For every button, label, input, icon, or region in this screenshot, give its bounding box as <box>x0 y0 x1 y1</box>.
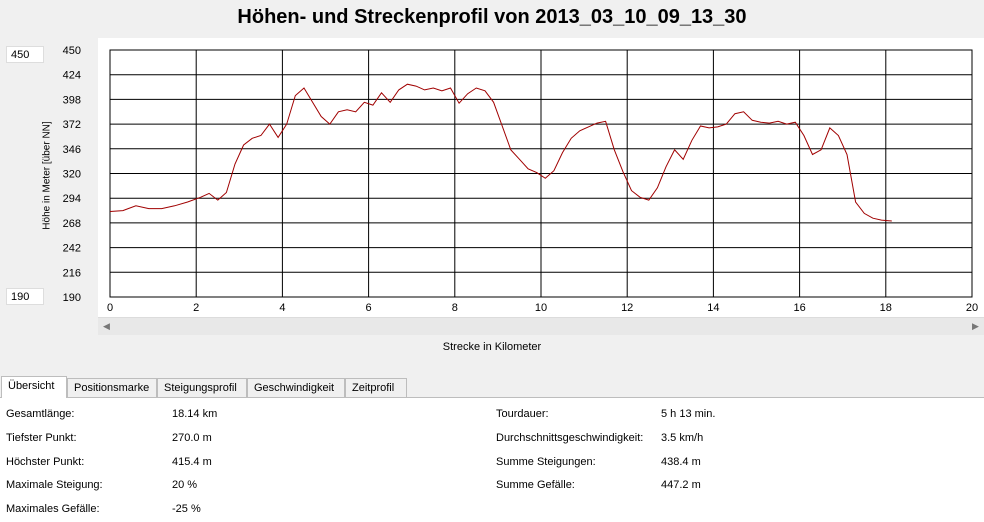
y-tick-label: 372 <box>63 119 81 131</box>
x-tick-label: 18 <box>880 302 892 314</box>
stat-value: 5 h 13 min. <box>661 408 716 420</box>
stat-label: Gesamtlänge: <box>6 408 75 420</box>
elevation-line <box>109 83 892 222</box>
y-tick-label: 320 <box>63 169 81 181</box>
stat-label: Maximales Gefälle: <box>6 503 100 515</box>
stat-label: Summe Gefälle: <box>496 479 575 491</box>
min-elevation-input[interactable]: 190 <box>6 288 44 305</box>
stat-value: 270.0 m <box>172 432 212 444</box>
y-tick-label: 190 <box>63 292 81 304</box>
y-axis-label: Höhe in Meter [über NN] <box>41 121 53 230</box>
y-tick-label: 346 <box>63 144 81 156</box>
stat-value: 18.14 km <box>172 408 218 420</box>
x-tick-label: 10 <box>535 302 547 314</box>
x-tick-label: 8 <box>452 302 458 314</box>
scroll-left-icon[interactable]: ◀ <box>103 321 110 331</box>
tab-positionsmarke[interactable]: Positionsmarke <box>67 378 157 397</box>
y-tick-label: 424 <box>63 70 81 82</box>
x-tick-label: 6 <box>366 302 372 314</box>
y-tick-label: 216 <box>63 267 81 279</box>
x-tick-label: 4 <box>279 302 285 314</box>
y-tick-label: 450 <box>63 45 81 57</box>
stat-label: Summe Steigungen: <box>496 456 596 468</box>
stat-value: 3.5 km/h <box>661 432 704 444</box>
stat-value: 447.2 m <box>661 479 701 491</box>
tab-geschwindigkeit[interactable]: Geschwindigkeit <box>247 378 345 397</box>
x-axis-label: Strecke in Kilometer <box>442 341 542 353</box>
chart-scrollbar[interactable]: ◀ ▶ <box>98 317 984 335</box>
stat-label: Höchster Punkt: <box>6 456 85 468</box>
stat-label: Maximale Steigung: <box>6 479 103 491</box>
x-tick-label: 16 <box>793 302 805 314</box>
stat-value: 20 % <box>172 479 198 491</box>
x-tick-label: 14 <box>707 302 719 314</box>
y-tick-label: 398 <box>63 94 81 106</box>
y-tick-label: 268 <box>63 218 81 230</box>
y-tick-label: 294 <box>63 193 81 205</box>
stat-label: Tourdauer: <box>496 408 549 420</box>
tab-uebersicht[interactable]: Übersicht <box>1 376 67 398</box>
chart-title: Höhen- und Streckenprofil von 2013_03_10… <box>237 6 747 28</box>
overview-panel: Gesamtlänge: 18.14 km Tiefster Punkt: 27… <box>0 397 984 522</box>
stat-value: -25 % <box>172 503 201 515</box>
stat-label: Durchschnittsgeschwindigkeit: <box>496 432 644 444</box>
scroll-right-icon[interactable]: ▶ <box>972 321 979 331</box>
tab-bar: Übersicht Positionsmarke Steigungsprofil… <box>0 376 984 398</box>
y-tick-label: 242 <box>63 243 81 255</box>
stat-label: Tiefster Punkt: <box>6 432 77 444</box>
stat-value: 415.4 m <box>172 456 212 468</box>
max-elevation-input[interactable]: 450 <box>6 46 44 63</box>
x-tick-label: 0 <box>107 302 113 314</box>
x-tick-label: 2 <box>193 302 199 314</box>
tab-steigungsprofil[interactable]: Steigungsprofil <box>157 378 247 397</box>
tab-zeitprofil[interactable]: Zeitprofil <box>345 378 407 397</box>
x-tick-label: 12 <box>621 302 633 314</box>
stat-value: 438.4 m <box>661 456 701 468</box>
x-tick-label: 20 <box>966 302 978 314</box>
